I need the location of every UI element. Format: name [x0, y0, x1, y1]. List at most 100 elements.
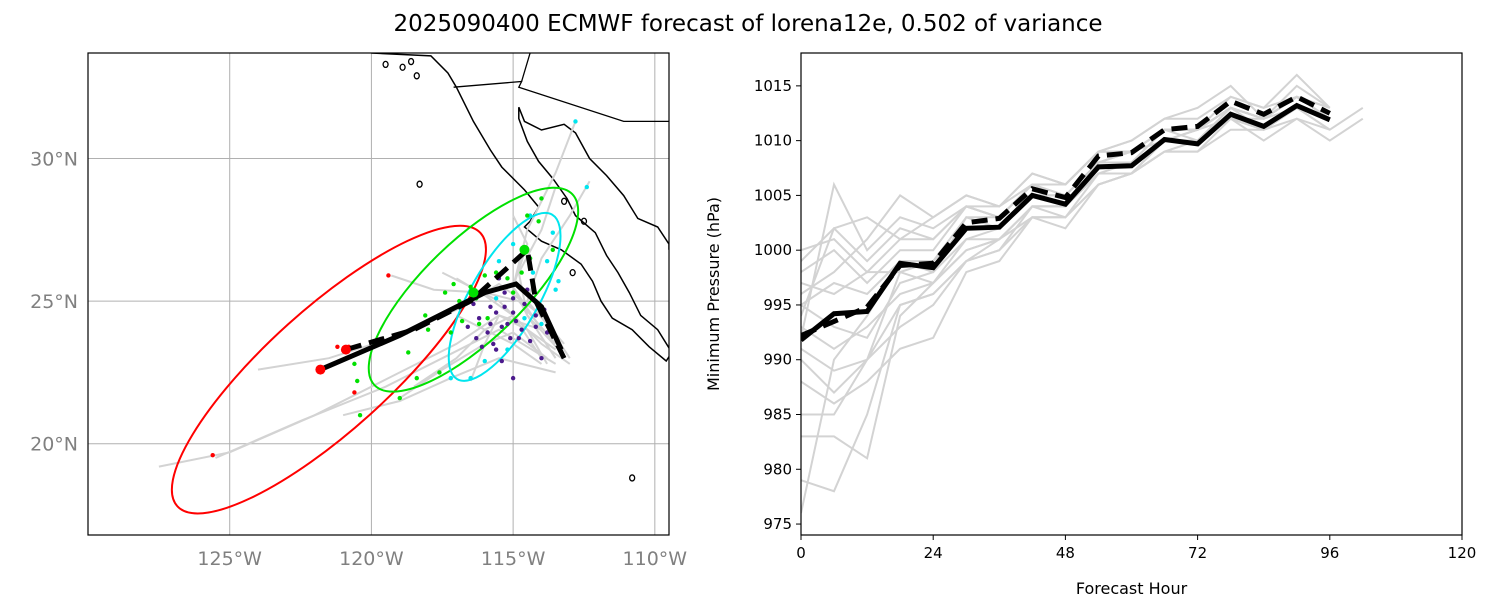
ensemble-track: [517, 186, 563, 354]
map-xtick-label: 115°W: [481, 548, 546, 570]
point-green: [510, 290, 516, 295]
coastline: [518, 106, 669, 250]
point-green: [425, 327, 431, 332]
ensemble-pressure-line: [801, 95, 1331, 514]
ensemble-track: [215, 328, 557, 459]
point-indigo: [513, 318, 519, 324]
point-indigo: [533, 313, 538, 318]
pressure-xtick-label: 72: [1188, 544, 1207, 562]
island: [560, 197, 568, 205]
point-cyan: [556, 278, 561, 284]
big-point-green: [468, 287, 479, 298]
island: [399, 63, 406, 71]
island: [580, 217, 588, 225]
point-red: [386, 273, 391, 278]
point-indigo: [479, 344, 485, 349]
point-green: [485, 316, 490, 321]
point-cyan: [510, 241, 516, 247]
point-cyan: [530, 270, 536, 275]
point-indigo: [502, 304, 507, 310]
pressure-ytick-label: 975: [763, 515, 792, 533]
point-red: [335, 344, 340, 349]
ensemble-pressure-line: [801, 117, 1331, 372]
point-green: [519, 270, 524, 275]
map-ytick-label: 20°N: [30, 434, 78, 456]
island: [382, 60, 389, 69]
pressure-frame: [800, 52, 1463, 536]
map-ytick-label: 25°N: [30, 291, 78, 313]
point-cyan: [539, 321, 544, 327]
point-green: [525, 213, 530, 218]
point-green: [448, 330, 453, 335]
pressure-ytick-label: 985: [763, 406, 792, 424]
pressure-xtick-label: 48: [1056, 544, 1075, 562]
point-indigo: [465, 324, 470, 329]
map-ytick-label: 30°N: [30, 149, 78, 171]
point-indigo: [510, 375, 516, 381]
point-indigo: [510, 296, 516, 301]
point-green: [357, 413, 363, 418]
big-point-green: [519, 244, 530, 255]
point-indigo: [502, 290, 507, 295]
pressure-xtick-label: 0: [796, 544, 806, 562]
pressure-xtick-label: 120: [1448, 544, 1477, 562]
pressure-ytick-label: 1010: [754, 132, 792, 150]
point-indigo: [474, 336, 479, 341]
point-indigo: [499, 358, 504, 364]
point-green: [459, 318, 465, 324]
point-indigo: [522, 301, 527, 307]
point-green: [423, 313, 428, 318]
point-green: [505, 276, 510, 281]
pressure-xtick-label: 96: [1320, 544, 1339, 562]
point-cyan: [584, 184, 590, 190]
mean-track: [319, 281, 564, 372]
point-green: [539, 196, 544, 201]
point-indigo: [533, 324, 538, 329]
ensemble-pressure-line: [801, 95, 1331, 460]
point-green: [437, 370, 442, 375]
map-area: [88, 53, 669, 535]
point-indigo: [510, 310, 516, 315]
ensemble-track: [469, 314, 548, 382]
point-indigo: [508, 336, 513, 341]
point-red: [352, 390, 357, 395]
chart-title: 2025090400 ECMWF forecast of lorena12e, …: [393, 11, 1103, 37]
ensemble-track: [526, 180, 591, 345]
point-indigo: [488, 321, 493, 327]
point-green: [536, 219, 541, 224]
big-point-red: [340, 344, 351, 355]
point-green: [476, 321, 482, 327]
point-indigo: [519, 327, 524, 332]
ensemble-pressure-line: [801, 95, 1331, 416]
point-cyan: [482, 358, 487, 364]
point-indigo: [493, 310, 499, 315]
uncertainty-ellipse-cyan: [447, 211, 562, 382]
point-cyan: [550, 230, 555, 235]
point-cyan: [522, 316, 527, 321]
point-cyan: [553, 287, 558, 292]
point-indigo: [491, 341, 496, 347]
pressure-ytick-label: 1000: [754, 241, 792, 259]
coastline: [371, 53, 669, 363]
point-green: [442, 290, 448, 295]
point-green: [352, 361, 357, 367]
point-green: [414, 375, 419, 381]
point-indigo: [499, 324, 504, 329]
country-border: [453, 80, 669, 123]
point-cyan: [496, 259, 502, 264]
pressure-ytick-label: 1005: [754, 186, 792, 204]
point-cyan: [544, 259, 550, 264]
ensemble-pressure-line: [801, 106, 1331, 395]
island: [407, 57, 415, 66]
point-green: [451, 281, 456, 287]
point-indigo: [539, 355, 544, 361]
mean-pressure-line: [801, 102, 1331, 342]
pressure-xlabel: Forecast Hour: [1076, 579, 1188, 598]
point-indigo: [516, 336, 521, 341]
point-cyan: [468, 375, 473, 381]
point-green: [406, 350, 411, 355]
map-xtick-label: 125°W: [197, 548, 262, 570]
pressure-ytick-label: 990: [763, 351, 792, 369]
map-xtick-label: 120°W: [339, 548, 404, 570]
island: [413, 72, 420, 80]
